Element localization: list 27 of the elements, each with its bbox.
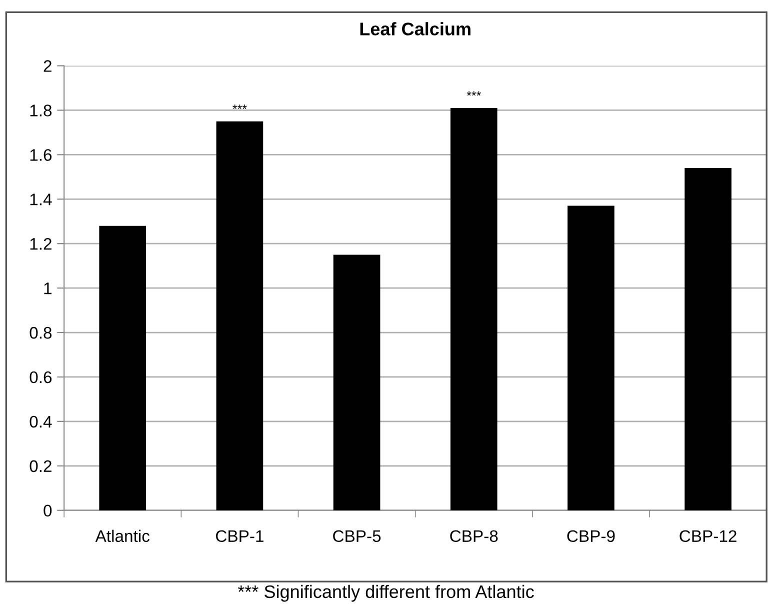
y-tick-label: 1.4: [30, 194, 52, 206]
y-tick-label: 1.8: [30, 104, 52, 116]
x-tick-label: CBP-1: [216, 530, 264, 542]
x-tick-label: CBP-9: [567, 530, 615, 542]
y-tick-label: 0.2: [30, 460, 52, 472]
bar: [216, 121, 264, 510]
text: *** Significantly different from Atlantic: [238, 584, 534, 602]
x-tick-label: CBP-12: [680, 530, 736, 542]
bar: [684, 168, 732, 510]
x-tick-label: CBP-8: [450, 530, 498, 542]
x-tick-label: CBP-5: [333, 530, 381, 542]
y-tick-label: 0: [44, 504, 52, 517]
bar: [450, 108, 498, 510]
y-tick-label: 0.8: [30, 326, 52, 339]
x-tick-label: Atlantic: [95, 530, 150, 542]
y-tick-label: 1.6: [30, 149, 52, 161]
y-tick-label: 1: [44, 282, 52, 294]
y-tick-label: 1.2: [30, 238, 52, 250]
y-tick-label: 0.6: [30, 371, 52, 384]
annotation: ***: [466, 91, 481, 96]
annotation: ***: [232, 104, 247, 109]
chart-title: Leaf Calcium: [360, 22, 470, 36]
y-tick-label: 2: [44, 60, 52, 72]
bar: [568, 206, 614, 510]
bar: [333, 254, 380, 510]
y-tick-label: 0.4: [30, 416, 52, 428]
bar: [99, 226, 146, 510]
